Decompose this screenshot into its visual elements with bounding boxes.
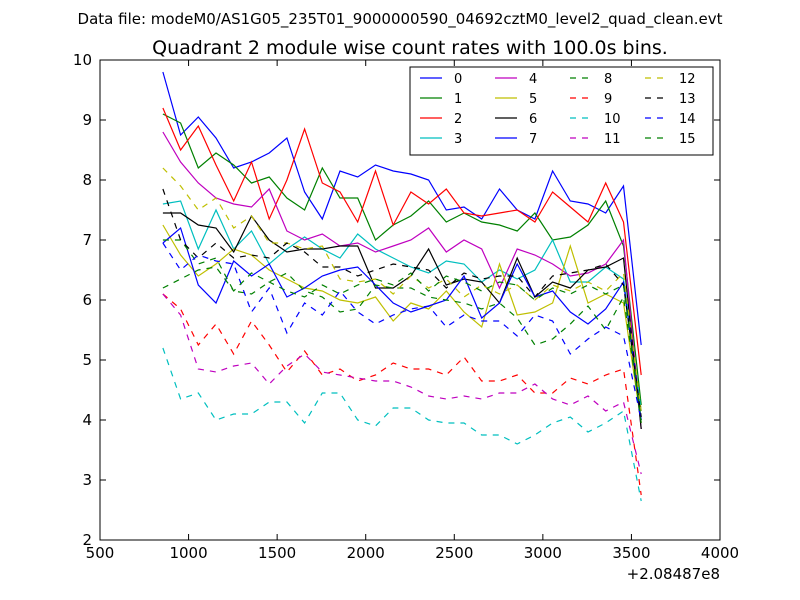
series-layer bbox=[162, 71, 642, 502]
legend-label-2: 2 bbox=[454, 112, 462, 127]
series-line-9 bbox=[162, 293, 642, 496]
legend-label-3: 3 bbox=[454, 132, 462, 147]
series-line-15 bbox=[162, 266, 642, 424]
x-axis-offset-label: +2.08487e8 bbox=[627, 565, 720, 583]
x-tick-label: 4000 bbox=[701, 544, 739, 562]
y-tick-label: 5 bbox=[82, 351, 92, 369]
x-tick-label: 1500 bbox=[258, 544, 296, 562]
legend-label-14: 14 bbox=[679, 112, 696, 127]
chart-suptitle: Data file: modeM0/AS1G05_235T01_90000005… bbox=[78, 10, 723, 29]
legend-label-7: 7 bbox=[529, 132, 537, 147]
legend-label-5: 5 bbox=[529, 92, 537, 107]
series-line-11 bbox=[162, 293, 642, 475]
legend-label-0: 0 bbox=[454, 72, 462, 87]
x-tick-labels: 500 1000 1500 2000 2500 3000 3500 4000 bbox=[86, 544, 739, 562]
series-line-8 bbox=[162, 239, 642, 421]
legend-label-4: 4 bbox=[529, 72, 537, 87]
y-tick-label: 4 bbox=[82, 411, 92, 429]
y-tick-label: 3 bbox=[82, 471, 92, 489]
x-tick-label: 3000 bbox=[524, 544, 562, 562]
axis-ticks bbox=[99, 59, 721, 541]
series-line-14 bbox=[162, 242, 642, 421]
x-tick-label: 500 bbox=[86, 544, 115, 562]
series-line-0 bbox=[162, 71, 642, 346]
y-tick-label: 7 bbox=[82, 231, 92, 249]
legend-label-13: 13 bbox=[679, 92, 696, 107]
y-tick-label: 8 bbox=[82, 171, 92, 189]
series-line-6 bbox=[162, 212, 642, 430]
legend-label-15: 15 bbox=[679, 132, 696, 147]
series-line-10 bbox=[162, 347, 642, 502]
legend-label-9: 9 bbox=[604, 92, 612, 107]
x-tick-label: 1000 bbox=[169, 544, 207, 562]
y-tick-label: 10 bbox=[73, 51, 92, 69]
series-line-3 bbox=[162, 200, 642, 412]
legend-label-12: 12 bbox=[679, 72, 696, 87]
series-line-12 bbox=[162, 167, 642, 412]
x-tick-label: 2500 bbox=[435, 544, 473, 562]
legend-label-11: 11 bbox=[604, 132, 621, 147]
y-tick-label: 9 bbox=[82, 111, 92, 129]
chart-title: Quadrant 2 module wise count rates with … bbox=[152, 37, 668, 59]
series-line-7 bbox=[162, 226, 642, 421]
x-tick-label: 3500 bbox=[612, 544, 650, 562]
y-tick-label: 2 bbox=[82, 531, 92, 549]
legend-label-1: 1 bbox=[454, 92, 462, 107]
series-line-2 bbox=[162, 107, 642, 376]
legend-label-10: 10 bbox=[604, 112, 621, 127]
series-line-5 bbox=[162, 224, 642, 424]
legend-box bbox=[409, 66, 714, 156]
series-line-13 bbox=[162, 188, 642, 418]
series-line-4 bbox=[162, 131, 642, 430]
x-tick-label: 2000 bbox=[347, 544, 385, 562]
y-tick-labels: 2 3 4 5 6 7 8 9 10 bbox=[73, 51, 92, 549]
series-line-1 bbox=[162, 113, 642, 406]
y-tick-label: 6 bbox=[82, 291, 92, 309]
legend-label-6: 6 bbox=[529, 112, 537, 127]
legend-label-8: 8 bbox=[604, 72, 612, 87]
